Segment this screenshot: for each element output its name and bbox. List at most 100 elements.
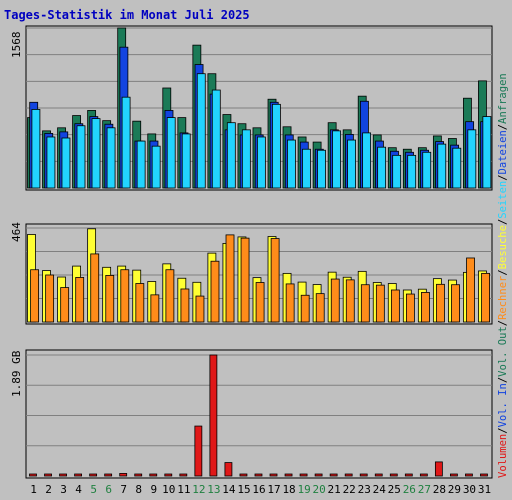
x-tick-label: 15 — [237, 483, 250, 496]
bar-volumen — [450, 473, 458, 477]
y-max-label-bottom: 1.89 GB — [10, 350, 23, 397]
bar-seiten — [332, 130, 341, 189]
legend-entry: Seiten — [497, 181, 509, 219]
bar-seiten — [76, 125, 86, 189]
bar-rechner — [270, 238, 280, 323]
bar-seiten — [422, 151, 432, 189]
x-tick-label: 3 — [60, 483, 67, 496]
legend-entry: Dateien — [497, 130, 509, 174]
legend-entry: / — [497, 124, 509, 130]
legend-entry: Vol. Out — [497, 326, 509, 377]
x-tick-label: 22 — [343, 483, 356, 496]
bar-rechner — [240, 237, 250, 323]
bar-volumen — [209, 354, 218, 477]
bar-rechner — [75, 277, 85, 323]
bar-seiten — [211, 89, 221, 189]
bar-seiten — [151, 145, 161, 189]
bar-rechner — [120, 269, 130, 323]
bar-volumen — [465, 473, 473, 477]
legend-entry: / — [497, 377, 509, 383]
bar-rechner — [436, 283, 445, 323]
bar-rechner — [360, 284, 370, 323]
x-tick-label: 9 — [150, 483, 157, 496]
bar-seiten — [106, 127, 116, 189]
bar-seiten — [256, 136, 266, 189]
x-tick-label: 20 — [313, 483, 326, 496]
bar-volumen — [89, 473, 98, 477]
x-tick-label: 11 — [177, 483, 190, 496]
bar-volumen — [239, 473, 248, 477]
x-tick-label: 18 — [282, 483, 295, 496]
bar-volumen — [29, 473, 37, 477]
bar-volumen — [104, 473, 113, 477]
bar-seiten — [467, 129, 477, 189]
bar-volumen — [194, 425, 203, 477]
legend-entry: Anfragen — [497, 73, 509, 124]
legend-entry: / — [497, 427, 509, 433]
x-tick-label: 12 — [192, 483, 205, 496]
bar-volumen — [44, 473, 52, 477]
bar-volumen — [224, 462, 233, 477]
x-tick-label: 4 — [75, 483, 82, 496]
bar-seiten — [166, 117, 176, 189]
bar-seiten — [196, 73, 206, 189]
x-tick-label: 8 — [135, 483, 142, 496]
bar-volumen — [164, 473, 173, 477]
legend-entry: / — [497, 320, 509, 326]
bar-seiten — [136, 140, 146, 189]
x-tick-label: 23 — [358, 483, 371, 496]
x-tick-label: 5 — [90, 483, 97, 496]
x-tick-label: 24 — [373, 483, 387, 496]
bar-rechner — [90, 253, 100, 323]
bar-seiten — [46, 136, 56, 189]
bar-seiten — [272, 103, 281, 189]
bar-volumen — [404, 473, 413, 477]
y-max-label-middle: 464 — [10, 222, 23, 242]
bar-volumen — [314, 473, 323, 477]
bar-seiten — [437, 143, 447, 189]
bar-seiten — [181, 133, 191, 189]
bar-rechner — [60, 287, 70, 323]
bar-rechner — [285, 283, 295, 323]
legend-entry: / — [497, 269, 509, 275]
bar-rechner — [255, 282, 265, 323]
bar-rechner — [421, 292, 430, 323]
x-tick-label: 31 — [478, 483, 491, 496]
bar-rechner — [345, 279, 355, 323]
bar-seiten — [377, 146, 387, 189]
x-tick-label: 30 — [463, 483, 476, 496]
chart-title: Tages-Statistik im Monat Juli 2025 — [4, 8, 250, 22]
bar-rechner — [195, 295, 205, 323]
x-tick-label: 25 — [388, 483, 401, 496]
bar-volumen — [434, 461, 443, 477]
bar-volumen — [134, 473, 143, 477]
bar-rechner — [105, 275, 115, 323]
bar-volumen — [329, 473, 338, 477]
bar-rechner — [225, 234, 235, 323]
x-tick-label: 6 — [105, 483, 112, 496]
x-tick-label: 1 — [30, 483, 37, 496]
legend-entry: / — [497, 174, 509, 180]
x-tick-label: 13 — [207, 483, 220, 496]
bar-volumen — [344, 473, 353, 477]
x-tick-label: 7 — [120, 483, 127, 496]
bar-seiten — [407, 154, 417, 189]
bar-seiten — [226, 122, 236, 189]
legend-entry: Volumen — [497, 434, 509, 478]
x-tick-label: 17 — [267, 483, 280, 496]
bar-rechner — [300, 294, 310, 323]
x-tick-label: 14 — [222, 483, 236, 496]
bar-volumen — [359, 473, 368, 477]
x-tick-label: 29 — [448, 483, 461, 496]
bar-rechner — [150, 294, 160, 323]
bar-volumen — [389, 473, 398, 477]
bar-volumen — [480, 473, 488, 477]
x-tick-label: 10 — [162, 483, 175, 496]
bar-rechner — [406, 293, 415, 323]
legend-entry: / — [497, 219, 509, 225]
x-tick-label: 19 — [297, 483, 310, 496]
bar-rechner — [315, 293, 325, 323]
bar-seiten — [482, 116, 492, 189]
bar-volumen — [149, 473, 158, 477]
